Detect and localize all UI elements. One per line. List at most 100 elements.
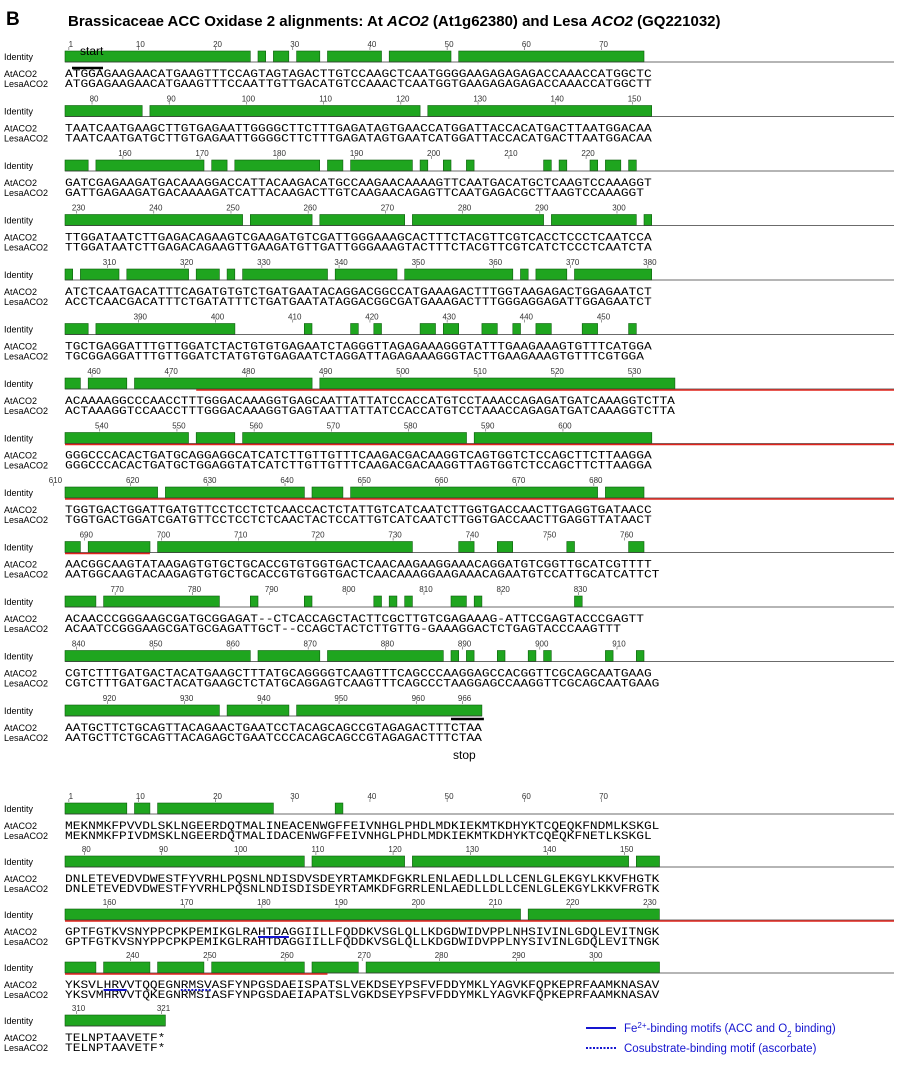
position-tick-label: 320 (180, 258, 194, 267)
identity-segment (543, 650, 552, 662)
identity-segment (628, 159, 637, 172)
panel-letter: B (6, 9, 20, 30)
position-tick-label: 240 (149, 204, 163, 213)
identity-segment (250, 214, 313, 226)
position-tick-label: 50 (445, 792, 454, 801)
identity-segment (558, 159, 568, 172)
identity-segment (334, 268, 398, 281)
position-tick-label: 200 (427, 149, 441, 158)
position-tick-label: 950 (334, 694, 348, 703)
seq2-label: LesaACO2 (4, 79, 48, 89)
seq2-sequence: CGTCTTTGATGACTACATGAAGCTCTATGCAGGAGTCAAG… (65, 679, 660, 691)
position-tick-label: 170 (180, 898, 194, 907)
identity-segment (64, 650, 251, 662)
identity-segment (95, 323, 236, 335)
position-tick-label: 120 (396, 95, 410, 104)
identity-segment (635, 650, 645, 662)
identity-label: Identity (4, 434, 34, 444)
position-tick-label: 190 (334, 898, 348, 907)
seq2-label: LesaACO2 (4, 733, 48, 743)
position-tick-label: 90 (167, 95, 176, 104)
seq2-sequence: TAATCAATGATGCTTGTGAGAATTGGGGCTTCTTTGAGAT… (65, 134, 652, 146)
position-tick-label: 490 (319, 367, 333, 376)
identity-segment (419, 159, 429, 172)
position-tick-label: 500 (396, 367, 410, 376)
identity-segment (327, 50, 382, 63)
alignment-block: 770 780 790 800 810 820 830 Identity AtACO2LesaA… (4, 585, 894, 636)
seq1-label: AtACO2 (4, 723, 37, 733)
seq1-label: AtACO2 (4, 560, 37, 570)
position-tick-label: 180 (273, 149, 287, 158)
position-tick-label: 170 (195, 149, 209, 158)
identity-label: Identity (4, 910, 34, 920)
identity-label: Identity (4, 379, 34, 389)
identity-segment (103, 961, 151, 974)
legend-dotted-text: Cosubstrate-binding motif (ascorbate) (624, 1043, 817, 1055)
position-tick-label: 580 (404, 422, 418, 431)
position-tick-label: 720 (311, 531, 325, 540)
seq2-sequence: TGGTGACTGGATCGATGTTCCTCCTCTCAACTACTCCATT… (65, 515, 652, 527)
position-tick-label: 260 (280, 951, 294, 960)
position-tick-label: 310 (103, 258, 117, 267)
position-tick-label: 380 (643, 258, 657, 267)
identity-segment (226, 704, 290, 717)
identity-segment (296, 704, 483, 717)
position-tick-label: 80 (82, 845, 91, 854)
identity-label: Identity (4, 857, 34, 867)
position-tick-label: 250 (203, 951, 217, 960)
position-tick-label: 420 (365, 313, 379, 322)
position-tick-label: 110 (312, 845, 325, 854)
seq1-sequence: ACAACCCGGGAAGCGATGCGGAGAT--CTCACCAGCTACT… (65, 614, 644, 626)
identity-label: Identity (4, 597, 34, 607)
position-tick-label: 370 (566, 258, 580, 267)
seq1-sequence: CGTCTTTGATGACTACATGAAGCTTTATGCAGGGGTCAAG… (65, 669, 652, 681)
position-tick-label: 30 (290, 792, 299, 801)
position-tick-label: 560 (249, 422, 263, 431)
legend-solid-text: Fe2+-binding motifs (ACC and O2 binding) (624, 1021, 836, 1039)
position-tick-label: 900 (535, 640, 549, 649)
identity-segment (64, 855, 305, 868)
identity-segment (334, 802, 344, 815)
identity-segment (535, 268, 568, 281)
identity-segment (551, 214, 637, 226)
seq1-sequence: GATCGAGAAGATGACAAAGGACCATTACAAGACATGCCAA… (65, 178, 652, 190)
position-tick-label: 360 (489, 258, 503, 267)
seq2-sequence: GATTGAGAAGATGACAAAAGATCATTACAAGACTTGTCAA… (65, 188, 644, 200)
identity-segment (64, 595, 97, 608)
seq2-sequence: GPTFGTKVSNYPPCPKPEMIKGLRAHTDAGGIILLFQDDK… (65, 937, 660, 949)
identity-segment (427, 105, 652, 117)
position-tick-label: 290 (512, 951, 526, 960)
position-tick-label: 620 (126, 476, 140, 485)
identity-segment (327, 650, 444, 662)
position-tick-label: 510 (473, 367, 487, 376)
identity-segment (64, 704, 220, 717)
seq1-label: AtACO2 (4, 669, 37, 679)
seq1-label: AtACO2 (4, 505, 37, 515)
identity-label: Identity (4, 52, 34, 62)
identity-label: Identity (4, 543, 34, 553)
identity-segment (419, 323, 436, 335)
seq1-sequence: TGCTGAGGATTTGTTGGATCTACTGTGTGAGAATCTAGGG… (65, 342, 652, 354)
position-tick-label: 70 (599, 792, 608, 801)
position-tick-label: 410 (288, 313, 302, 322)
position-tick-label: 80 (90, 95, 99, 104)
identity-segment (535, 323, 552, 335)
position-tick-label: 830 (574, 585, 588, 594)
identity-label: Identity (4, 216, 34, 226)
identity-segment (574, 268, 652, 281)
seq2-sequence: MEKNMKFPIVDMSKLNGEERDQTMALIDACENWGFFEIVN… (65, 831, 652, 843)
identity-segment (234, 159, 321, 172)
position-tick-label: 750 (543, 531, 557, 540)
position-tick-label: 790 (265, 585, 279, 594)
position-tick-label: 820 (497, 585, 511, 594)
identity-segment (311, 855, 405, 868)
position-tick-label: 1 (69, 792, 74, 801)
position-tick-label: 770 (111, 585, 125, 594)
position-tick-label: 300 (589, 951, 603, 960)
position-tick-label: 70 (599, 40, 608, 49)
position-tick-label: 210 (504, 149, 518, 158)
position-tick-label: 1 (69, 40, 74, 49)
seq1-label: AtACO2 (4, 287, 37, 297)
alignment-block: 690 700 710 720 730 740 750 760 Identity AtACO2Le… (4, 531, 894, 582)
